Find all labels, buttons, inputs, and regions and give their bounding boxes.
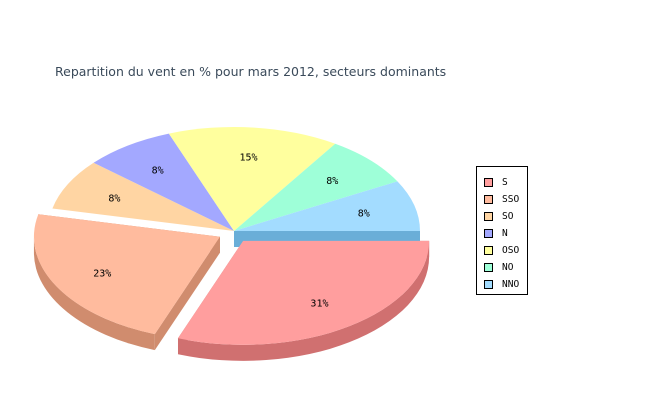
pie-label-n: 8% bbox=[152, 165, 164, 176]
legend-swatch bbox=[484, 194, 493, 204]
legend-swatch bbox=[484, 262, 493, 272]
legend-item-s: S bbox=[484, 175, 508, 189]
label-layer: 31% 23% 8% 8% 15% 8% 8% bbox=[93, 153, 370, 310]
pie-slice-side-sso bbox=[33, 236, 155, 351]
pie-label-oso: 15% bbox=[240, 153, 258, 164]
legend-label: S bbox=[502, 176, 508, 188]
pie-slice-nno bbox=[234, 181, 420, 231]
chart-title: Repartition du vent en % pour mars 2012,… bbox=[55, 64, 447, 79]
legend-label: NO bbox=[502, 261, 514, 273]
legend-swatch bbox=[484, 245, 493, 255]
legend: S SSO SO N OSO NO NNO bbox=[476, 166, 528, 295]
legend-swatch bbox=[484, 177, 493, 187]
pie-label-no: 8% bbox=[326, 176, 338, 187]
legend-label: SO bbox=[502, 210, 514, 222]
legend-label: N bbox=[502, 227, 508, 239]
pie-label-nno: 8% bbox=[358, 209, 370, 220]
pie-label-so: 8% bbox=[108, 193, 120, 204]
pie-label-sso: 23% bbox=[93, 268, 111, 279]
pie-slice-s bbox=[177, 240, 430, 345]
pie-slice-n bbox=[93, 133, 234, 231]
legend-label: SSO bbox=[502, 193, 520, 205]
pie-slice-oso bbox=[168, 127, 336, 231]
legend-swatch bbox=[484, 211, 493, 221]
legend-label: NNO bbox=[502, 278, 520, 290]
pie-slice-face-sso-0 bbox=[154, 236, 220, 351]
legend-item-oso: OSO bbox=[484, 243, 519, 257]
pie-slice-so bbox=[52, 162, 234, 231]
legend-item-sso: SSO bbox=[484, 192, 519, 206]
pie-slice-no bbox=[234, 143, 398, 231]
pie-slice-sso bbox=[33, 214, 220, 335]
legend-item-so: SO bbox=[484, 209, 513, 223]
legend-swatch bbox=[484, 279, 493, 289]
pie-label-s: 31% bbox=[310, 298, 328, 309]
pie-slice-side-s bbox=[177, 240, 430, 361]
legend-item-n: N bbox=[484, 226, 508, 240]
legend-swatch bbox=[484, 228, 493, 238]
legend-item-nno: NNO bbox=[484, 277, 519, 291]
pie-layer bbox=[33, 127, 430, 361]
legend-item-no: NO bbox=[484, 260, 513, 274]
legend-label: OSO bbox=[502, 244, 520, 256]
